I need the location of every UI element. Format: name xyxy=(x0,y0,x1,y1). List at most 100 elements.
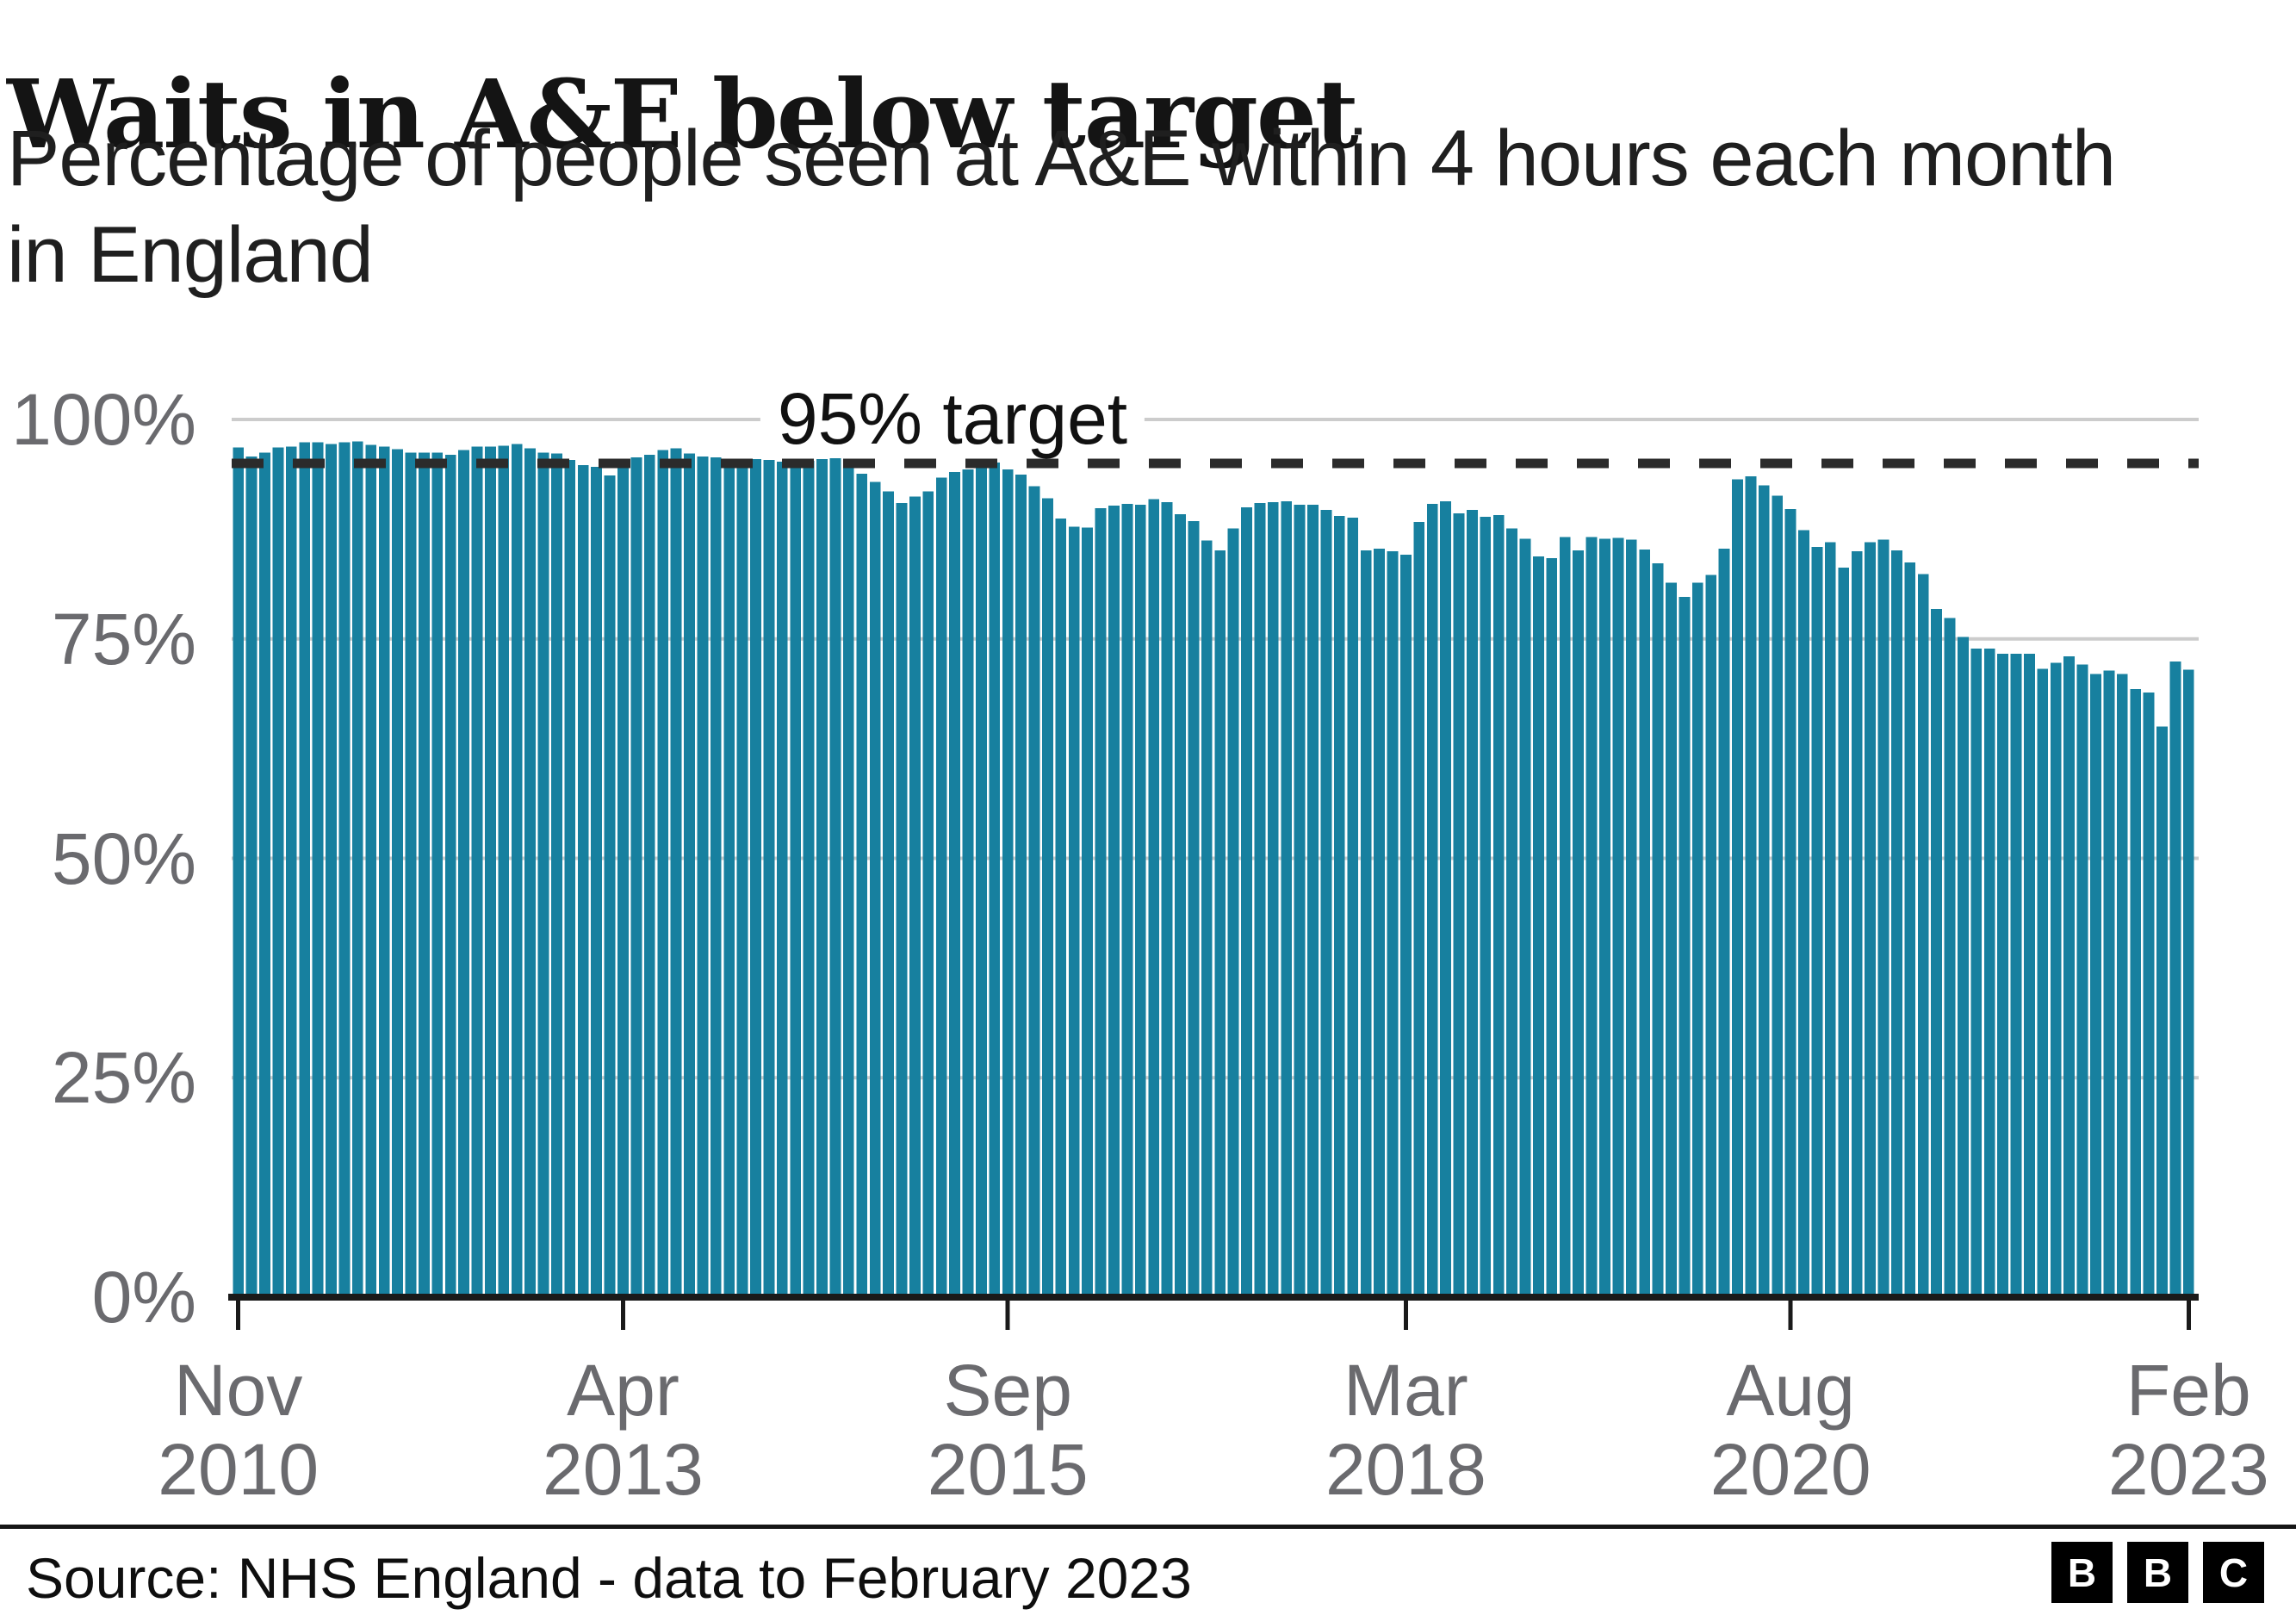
bar xyxy=(1175,514,1186,1297)
bar xyxy=(405,452,417,1297)
bar xyxy=(1612,537,1624,1297)
bar xyxy=(1970,649,1983,1297)
bar xyxy=(2103,670,2115,1297)
bar xyxy=(776,461,788,1297)
bar xyxy=(922,491,934,1297)
bar xyxy=(1015,475,1027,1297)
bbc-logo-block: C xyxy=(2203,1542,2264,1603)
bar xyxy=(1374,548,1385,1297)
bar xyxy=(285,446,297,1297)
x-tick-mark xyxy=(1788,1301,1793,1330)
x-tick-mark xyxy=(236,1301,241,1330)
x-tick-label-sep-2015: Sep 2015 xyxy=(844,1351,1171,1509)
bar xyxy=(1042,498,1053,1297)
page-title: Waits in A&E below target xyxy=(7,58,1359,170)
bar xyxy=(962,469,974,1297)
bar xyxy=(1161,501,1173,1297)
bar xyxy=(485,446,496,1297)
bar xyxy=(1440,500,1451,1297)
bar xyxy=(1333,516,1345,1297)
bar xyxy=(2037,668,2049,1297)
bar xyxy=(591,467,602,1297)
bar xyxy=(1028,486,1040,1297)
bar xyxy=(896,502,908,1297)
bar xyxy=(1480,517,1492,1297)
subtitle-line-1: Percentage of people seen at A&E within … xyxy=(7,115,2116,202)
x-tick-month: Nov xyxy=(173,1350,303,1431)
bar xyxy=(1679,596,1691,1297)
bar xyxy=(1691,582,1703,1297)
y-tick-label-0: 0% xyxy=(91,1257,196,1338)
bar xyxy=(1944,618,1956,1297)
bar xyxy=(976,465,987,1297)
bar xyxy=(1666,582,1677,1297)
bar xyxy=(498,445,510,1297)
bar xyxy=(1877,539,1890,1297)
bar xyxy=(1134,504,1146,1297)
x-tick-year: 2010 xyxy=(158,1429,320,1510)
x-tick-mark xyxy=(1403,1301,1408,1330)
y-tick-label-100: 100% xyxy=(11,379,196,460)
bar xyxy=(1400,554,1412,1297)
bar xyxy=(299,442,311,1297)
bar xyxy=(909,496,921,1297)
bar xyxy=(1281,500,1293,1297)
x-axis-line xyxy=(228,1294,2199,1301)
bar xyxy=(1983,649,1995,1297)
bar xyxy=(1705,575,1717,1297)
bar xyxy=(444,454,456,1297)
bar xyxy=(1851,550,1863,1297)
bar xyxy=(1347,518,1359,1297)
bar xyxy=(1360,550,1372,1297)
x-axis xyxy=(228,1294,2199,1330)
bar xyxy=(1625,539,1637,1297)
bar xyxy=(750,458,761,1297)
bar xyxy=(604,475,616,1297)
bar xyxy=(431,452,444,1297)
bar xyxy=(630,457,642,1297)
x-tick-year: 2013 xyxy=(543,1429,704,1510)
x-tick-label-nov-2010: Nov 2010 xyxy=(75,1351,402,1509)
bar xyxy=(272,447,284,1297)
bar xyxy=(1732,479,1743,1297)
x-tick-mark xyxy=(621,1301,625,1330)
bar xyxy=(577,465,589,1297)
bar xyxy=(2050,662,2062,1297)
bar xyxy=(1320,510,1332,1297)
bar xyxy=(723,460,735,1297)
bar xyxy=(2076,664,2088,1297)
bar xyxy=(1148,499,1160,1297)
target-line-label: 95% target xyxy=(760,381,1145,457)
bar xyxy=(1426,503,1438,1297)
bar xyxy=(1838,568,1850,1297)
bar xyxy=(1865,542,1876,1297)
bar xyxy=(1241,506,1252,1297)
x-tick-label-mar-2018: Mar 2018 xyxy=(1242,1351,1569,1509)
x-tick-year: 2023 xyxy=(2107,1429,2269,1510)
bar xyxy=(351,441,363,1297)
x-tick-year: 2018 xyxy=(1325,1429,1486,1510)
bar xyxy=(803,460,815,1297)
bar xyxy=(1108,505,1120,1297)
x-tick-label-aug-2020: Aug 2020 xyxy=(1627,1351,1954,1509)
bar xyxy=(949,472,960,1297)
x-tick-mark xyxy=(2186,1301,2191,1330)
bar xyxy=(2063,656,2075,1297)
bar xyxy=(233,447,245,1297)
bar xyxy=(471,446,483,1297)
bar xyxy=(338,442,351,1297)
bar xyxy=(816,458,828,1297)
x-tick-month: Aug xyxy=(1726,1350,1855,1431)
bar xyxy=(511,444,523,1297)
bar xyxy=(2010,654,2022,1297)
subtitle-line-2: in England xyxy=(7,211,374,299)
bar xyxy=(2090,674,2101,1297)
bar xyxy=(365,444,377,1297)
bar xyxy=(1214,550,1226,1297)
bar xyxy=(259,452,270,1297)
bar xyxy=(551,453,562,1297)
bar xyxy=(763,459,775,1297)
bar xyxy=(1639,549,1651,1297)
bar xyxy=(684,453,695,1297)
